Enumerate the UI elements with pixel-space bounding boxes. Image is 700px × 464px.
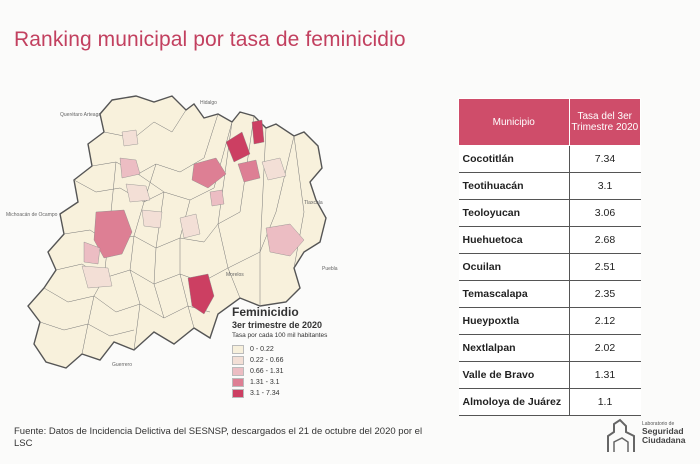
neighbor-label: Puebla bbox=[322, 266, 338, 272]
logo-line1: Seguridad bbox=[642, 426, 684, 436]
cell-municipio: Huehuetoca bbox=[458, 226, 570, 254]
neighbor-label: Guerrero bbox=[112, 362, 132, 368]
muni-shade bbox=[251, 119, 265, 145]
legend-class-label: 0.66 - 1.31 bbox=[250, 367, 284, 375]
muni-shade bbox=[265, 223, 305, 257]
table-row: Hueypoxtla 2.12 bbox=[458, 307, 641, 335]
legend-class: 1.31 - 3.1 bbox=[232, 377, 352, 387]
map-svg: Querétaro Arteaga Hidalgo Michoacán de O… bbox=[6, 95, 338, 369]
legend-class: 0.66 - 1.31 bbox=[232, 366, 352, 376]
cell-tasa: 7.34 bbox=[569, 145, 641, 173]
shaded-municipalities bbox=[81, 119, 305, 315]
source-footnote: Fuente: Datos de Incidencia Delictiva de… bbox=[14, 426, 423, 449]
legend-subtitle: 3er trimestre de 2020 bbox=[232, 320, 323, 330]
legend-class-label: 0.22 - 0.66 bbox=[250, 356, 284, 364]
muni-shade bbox=[125, 183, 151, 203]
legend-title: Feminicidio bbox=[232, 305, 299, 319]
map-legend: Feminicidio 3er trimestre de 2020 Tasa p… bbox=[232, 305, 352, 399]
cell-tasa: 1.31 bbox=[569, 361, 641, 389]
table-row: Teoloyucan 3.06 bbox=[458, 199, 641, 227]
table-row: Almoloya de Juárez 1.1 bbox=[458, 388, 641, 416]
muni-shade bbox=[209, 189, 225, 207]
muni-shade bbox=[225, 131, 251, 163]
muni-shade bbox=[237, 159, 261, 183]
table-row: Valle de Bravo 1.31 bbox=[458, 361, 641, 389]
header-tasa: Tasa del 3er Trimestre 2020 bbox=[568, 98, 641, 146]
cell-municipio: Temascalapa bbox=[458, 280, 570, 308]
legend-swatch bbox=[232, 388, 244, 398]
neighbor-label: Querétaro Arteaga bbox=[60, 112, 101, 118]
muni-shade bbox=[93, 209, 133, 259]
cell-municipio: Teotihuacán bbox=[458, 172, 570, 200]
neighbor-label: Michoacán de Ocampo bbox=[6, 212, 58, 218]
cell-municipio: Valle de Bravo bbox=[458, 361, 570, 389]
legend-swatch bbox=[232, 366, 244, 376]
logo-main-text: Seguridad Ciudadana bbox=[642, 427, 685, 445]
cell-tasa: 2.68 bbox=[569, 226, 641, 254]
legend-swatch bbox=[232, 344, 244, 354]
ranking-table: Municipio Tasa del 3er Trimestre 2020 Co… bbox=[458, 98, 641, 416]
cell-tasa: 2.12 bbox=[569, 307, 641, 335]
muni-shade bbox=[187, 273, 215, 315]
legend-swatch bbox=[232, 377, 244, 387]
table-row: Cocotitlán 7.34 bbox=[458, 145, 641, 173]
legend-class-label: 3.1 - 7.34 bbox=[250, 389, 280, 397]
muni-shade bbox=[261, 157, 287, 181]
neighbor-label: Tlaxcala bbox=[304, 200, 323, 206]
muni-shade bbox=[191, 157, 227, 189]
legend-swatch bbox=[232, 355, 244, 365]
cell-municipio: Cocotitlán bbox=[458, 145, 570, 173]
cell-tasa: 2.02 bbox=[569, 334, 641, 362]
muni-shade bbox=[83, 241, 101, 265]
logo-small-text: Laboratorio de bbox=[642, 421, 675, 427]
header-municipio: Municipio bbox=[458, 98, 570, 146]
neighbor-label: Morelos bbox=[226, 272, 244, 278]
cell-municipio: Almoloya de Juárez bbox=[458, 388, 570, 416]
legend-class: 0 - 0.22 bbox=[232, 344, 352, 354]
table-row: Huehuetoca 2.68 bbox=[458, 226, 641, 254]
table-header-row: Municipio Tasa del 3er Trimestre 2020 bbox=[458, 98, 641, 146]
legend-class: 3.1 - 7.34 bbox=[232, 388, 352, 398]
neighbor-label: Hidalgo bbox=[200, 100, 217, 106]
muni-shade bbox=[141, 209, 163, 229]
legend-class-label: 1.31 - 3.1 bbox=[250, 378, 280, 386]
cell-tasa: 3.06 bbox=[569, 199, 641, 227]
muni-shade bbox=[121, 129, 139, 147]
lsc-logo: Laboratorio de Seguridad Ciudadana bbox=[604, 418, 694, 458]
table-row: Ocuilan 2.51 bbox=[458, 253, 641, 281]
logo-icon bbox=[607, 418, 635, 452]
cell-municipio: Teoloyucan bbox=[458, 199, 570, 227]
table-row: Temascalapa 2.35 bbox=[458, 280, 641, 308]
cell-tasa: 3.1 bbox=[569, 172, 641, 200]
table-row: Teotihuacán 3.1 bbox=[458, 172, 641, 200]
logo-line2: Ciudadana bbox=[642, 435, 686, 445]
table-row: Nextlalpan 2.02 bbox=[458, 334, 641, 362]
page-title: Ranking municipal por tasa de feminicidi… bbox=[14, 28, 406, 51]
cell-tasa: 1.1 bbox=[569, 388, 641, 416]
cell-tasa: 2.35 bbox=[569, 280, 641, 308]
choropleth-map: Querétaro Arteaga Hidalgo Michoacán de O… bbox=[4, 92, 364, 382]
legend-note: Tasa por cada 100 mil habitantes bbox=[232, 332, 328, 339]
cell-tasa: 2.51 bbox=[569, 253, 641, 281]
legend-class-label: 0 - 0.22 bbox=[250, 345, 274, 353]
cell-municipio: Nextlalpan bbox=[458, 334, 570, 362]
cell-municipio: Hueypoxtla bbox=[458, 307, 570, 335]
muni-shade bbox=[119, 157, 141, 179]
legend-class: 0.22 - 0.66 bbox=[232, 355, 352, 365]
muni-shade bbox=[179, 213, 201, 239]
cell-municipio: Ocuilan bbox=[458, 253, 570, 281]
muni-shade bbox=[81, 265, 113, 289]
